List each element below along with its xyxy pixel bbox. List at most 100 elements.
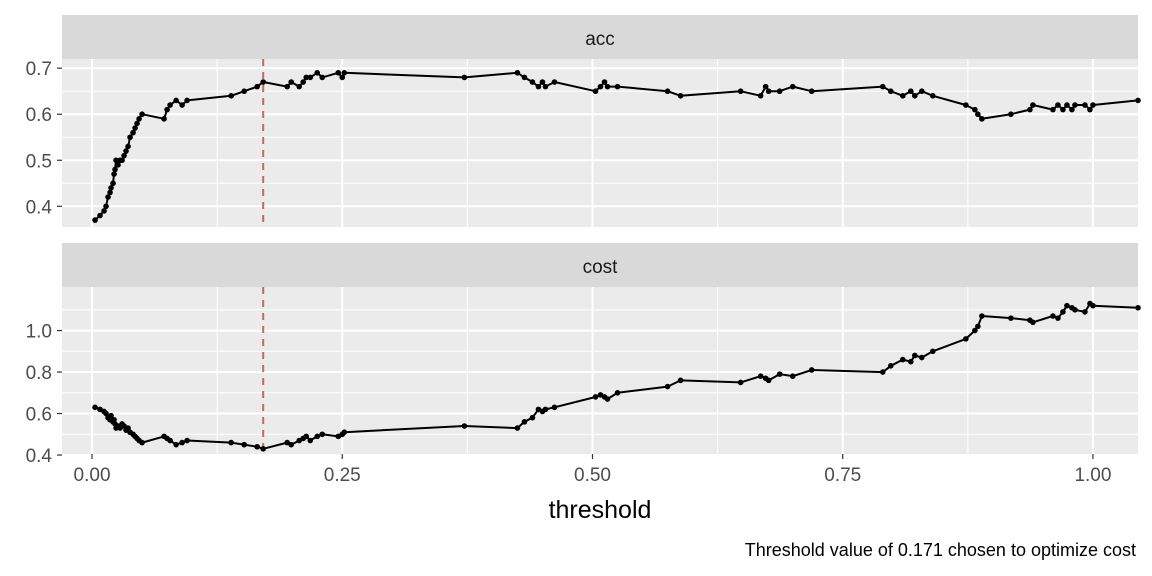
data-point	[597, 83, 604, 90]
data-point	[314, 70, 321, 76]
data-point	[179, 439, 185, 446]
data-point	[514, 70, 521, 76]
data-point	[1060, 106, 1066, 113]
data-point	[300, 79, 307, 85]
data-point	[103, 203, 109, 210]
acc-strip-label: acc	[585, 29, 615, 50]
data-point	[879, 369, 886, 375]
data-point	[319, 431, 326, 438]
data-point	[107, 189, 113, 196]
data-point	[254, 83, 260, 90]
data-point	[173, 97, 179, 104]
data-point	[911, 93, 918, 99]
y-tick-label: 0.4	[26, 446, 53, 467]
data-point	[963, 336, 969, 342]
x-tick-label: 0.50	[574, 465, 611, 486]
cost-points	[92, 300, 1141, 452]
data-point	[260, 79, 266, 85]
data-point	[899, 356, 906, 363]
data-point	[979, 313, 985, 319]
data-point	[139, 439, 145, 446]
data-point	[979, 116, 985, 122]
data-point	[604, 396, 611, 402]
y-tick-label: 0.8	[26, 363, 52, 384]
data-point	[542, 83, 549, 90]
data-point	[461, 423, 468, 429]
data-point	[529, 414, 536, 421]
data-point	[1082, 309, 1088, 315]
data-point	[757, 373, 764, 380]
data-point	[113, 157, 119, 164]
data-point	[887, 363, 894, 369]
x-tick-label: 0.00	[74, 465, 111, 486]
data-point	[521, 74, 528, 81]
data-point	[307, 437, 314, 444]
acc-grid	[62, 59, 1138, 227]
data-point	[319, 74, 326, 81]
data-point	[887, 88, 894, 95]
data-point	[105, 194, 111, 200]
data-point	[789, 373, 796, 380]
data-point	[1050, 313, 1056, 319]
data-point	[115, 162, 121, 168]
data-point	[514, 425, 521, 431]
y-tick-label: 0.4	[26, 197, 53, 218]
data-point	[808, 367, 815, 373]
x-axis: 0.00 0.25 0.50 0.75 1.00	[74, 454, 1111, 486]
data-point	[776, 88, 783, 95]
data-point	[1027, 106, 1033, 113]
data-point	[173, 441, 179, 448]
data-point	[535, 83, 542, 90]
data-point	[918, 354, 925, 361]
data-point	[179, 102, 185, 108]
data-point	[161, 116, 167, 122]
data-point	[121, 152, 127, 159]
cost-strip	[62, 243, 1138, 287]
data-point	[134, 120, 140, 127]
data-point	[677, 93, 684, 99]
data-point	[664, 88, 671, 95]
data-point	[167, 102, 173, 108]
data-point	[737, 88, 744, 95]
data-point	[1090, 302, 1096, 309]
data-point	[123, 148, 129, 154]
data-point	[132, 125, 138, 131]
data-point	[899, 93, 906, 99]
acc-points	[92, 70, 1141, 223]
data-point	[136, 116, 142, 122]
data-point	[303, 74, 310, 81]
data-point	[551, 79, 558, 85]
data-point	[119, 157, 125, 164]
data-point	[1030, 319, 1036, 326]
data-point	[776, 371, 783, 377]
data-point	[184, 437, 190, 444]
cost-panel: cost 0.4 0.6 0.8 1.0	[26, 243, 1141, 467]
data-point	[1069, 106, 1075, 113]
data-point	[108, 412, 114, 419]
cost-y-axis: 0.4 0.6 0.8 1.0	[26, 322, 62, 467]
data-point	[918, 88, 925, 95]
data-point	[139, 111, 145, 118]
data-point	[1082, 102, 1088, 108]
data-point	[765, 88, 772, 95]
data-point	[260, 446, 266, 452]
data-point	[592, 394, 599, 400]
data-point	[1087, 106, 1093, 113]
data-point	[184, 97, 190, 104]
data-point	[963, 102, 969, 108]
data-point	[614, 83, 621, 90]
data-point	[1072, 307, 1078, 313]
data-point	[92, 217, 98, 223]
data-point	[930, 348, 936, 355]
data-point	[130, 129, 136, 136]
data-point	[125, 425, 131, 431]
data-point	[284, 83, 291, 90]
data-point	[972, 106, 978, 113]
data-point	[765, 377, 772, 384]
data-point	[808, 88, 815, 95]
data-point	[911, 352, 918, 359]
chart-caption: Threshold value of 0.171 chosen to optim…	[745, 540, 1136, 560]
x-tick-label: 0.25	[324, 465, 361, 486]
y-tick-label: 0.6	[26, 405, 52, 426]
data-point	[1055, 102, 1061, 108]
